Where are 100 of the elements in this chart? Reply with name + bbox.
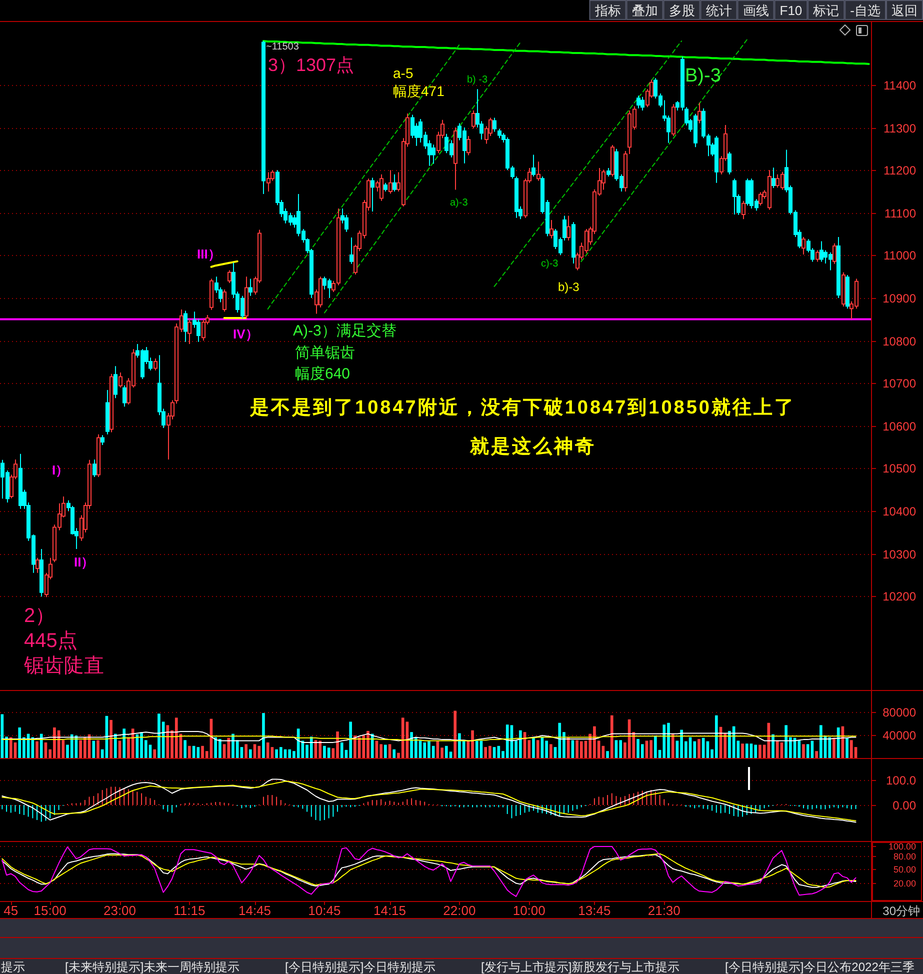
candlestick bbox=[571, 222, 576, 264]
annotation: b)-3 bbox=[558, 280, 580, 294]
y-tick-label: 11000 bbox=[884, 248, 916, 262]
bar bbox=[741, 744, 744, 758]
annotation: 2） bbox=[24, 605, 56, 627]
bar bbox=[340, 742, 344, 758]
x-tick-label: 15:00 bbox=[34, 903, 66, 918]
bar bbox=[227, 738, 230, 758]
y-tick-label: 10700 bbox=[882, 376, 916, 390]
bar bbox=[654, 736, 657, 758]
bar bbox=[188, 746, 191, 758]
annotation: 简单锯齿 bbox=[295, 344, 355, 362]
bar bbox=[92, 740, 96, 758]
bar bbox=[758, 744, 762, 758]
annotation: 幅度640 bbox=[295, 366, 350, 382]
annotation: 就是这么神奇 bbox=[469, 436, 596, 458]
text: 多股 bbox=[668, 3, 695, 18]
candlestick bbox=[815, 250, 820, 262]
bar bbox=[619, 740, 622, 758]
x-tick-label: 21:30 bbox=[648, 903, 680, 918]
bar bbox=[248, 749, 252, 758]
bar bbox=[698, 738, 700, 758]
candlestick bbox=[671, 104, 676, 137]
bar bbox=[354, 736, 356, 758]
bar bbox=[454, 710, 457, 758]
bar bbox=[820, 725, 822, 758]
candlestick bbox=[758, 192, 763, 206]
candlestick bbox=[471, 110, 476, 129]
bar bbox=[258, 746, 261, 758]
bar bbox=[184, 740, 187, 758]
text: -自选 bbox=[850, 3, 880, 18]
annotation: II） bbox=[74, 554, 94, 570]
y-tick-label: 10200 bbox=[882, 590, 916, 604]
bar bbox=[714, 715, 718, 758]
bar bbox=[828, 737, 832, 758]
y-tick-label: 10400 bbox=[882, 504, 916, 518]
bar bbox=[380, 744, 382, 758]
candlestick bbox=[39, 548, 44, 598]
candlestick bbox=[492, 117, 497, 132]
bar bbox=[279, 747, 282, 758]
candlestick bbox=[836, 236, 841, 298]
bar bbox=[327, 748, 330, 758]
text: 画线 bbox=[742, 3, 769, 18]
bar bbox=[662, 724, 666, 758]
bar bbox=[767, 722, 770, 758]
bar bbox=[122, 728, 126, 758]
bar bbox=[174, 718, 178, 758]
bar bbox=[392, 749, 396, 758]
y-tick-label: 10600 bbox=[882, 420, 916, 434]
annotation: 是不是到了10847附近，没有下破10847到10850就往上了 bbox=[249, 396, 796, 418]
candlestick bbox=[227, 270, 232, 284]
y-tick-label: 11400 bbox=[884, 78, 916, 92]
x-tick-label: 45 bbox=[4, 903, 18, 918]
y-tick-label: 100.0 bbox=[886, 774, 916, 788]
candlestick bbox=[636, 95, 641, 109]
candlestick bbox=[536, 161, 541, 182]
bar bbox=[384, 744, 387, 758]
candlestick bbox=[497, 128, 502, 139]
y-tick-label: 10900 bbox=[882, 292, 916, 306]
candlestick bbox=[266, 172, 271, 192]
bar bbox=[728, 730, 731, 758]
text: 统计 bbox=[706, 3, 732, 18]
candlestick bbox=[153, 358, 158, 371]
y-tick-label: 20.00 bbox=[893, 878, 916, 888]
text: [发行与上市提示]新股发行与上市提示 bbox=[481, 960, 680, 974]
candlestick bbox=[248, 278, 253, 296]
candlestick bbox=[109, 373, 114, 433]
bar bbox=[832, 738, 836, 758]
bar bbox=[110, 720, 112, 758]
bar bbox=[650, 740, 652, 758]
x-tick-label: 10:45 bbox=[308, 903, 341, 918]
y-tick-label: 10500 bbox=[882, 462, 916, 476]
candlestick bbox=[18, 453, 23, 510]
annotation: 幅度471 bbox=[393, 83, 445, 99]
x-tick-label: 14:45 bbox=[238, 903, 272, 918]
text: [今日特别提示]今日公布2022年三季 bbox=[725, 960, 914, 974]
candlestick bbox=[388, 170, 393, 194]
candlestick bbox=[801, 236, 806, 256]
bar bbox=[262, 713, 265, 758]
text: F10 bbox=[780, 3, 802, 18]
candlestick bbox=[222, 288, 227, 312]
bar bbox=[196, 747, 200, 758]
bar bbox=[318, 740, 322, 758]
x-tick-label: 10:00 bbox=[512, 903, 546, 918]
candlestick bbox=[100, 434, 105, 446]
candlestick bbox=[566, 215, 571, 241]
candlestick bbox=[714, 136, 719, 184]
candlestick bbox=[183, 310, 188, 342]
line-series bbox=[2, 846, 856, 897]
bar bbox=[549, 744, 552, 758]
bar bbox=[798, 740, 801, 758]
annotation: 锯齿陡直 bbox=[23, 655, 104, 677]
annotation: a)-3 bbox=[450, 198, 468, 208]
candlestick bbox=[113, 366, 118, 399]
candlestick bbox=[610, 144, 615, 178]
bar bbox=[836, 727, 840, 758]
bar bbox=[158, 714, 160, 758]
candlestick bbox=[466, 136, 471, 156]
candlestick bbox=[841, 272, 846, 307]
y-tick-label: 40000 bbox=[882, 728, 916, 742]
